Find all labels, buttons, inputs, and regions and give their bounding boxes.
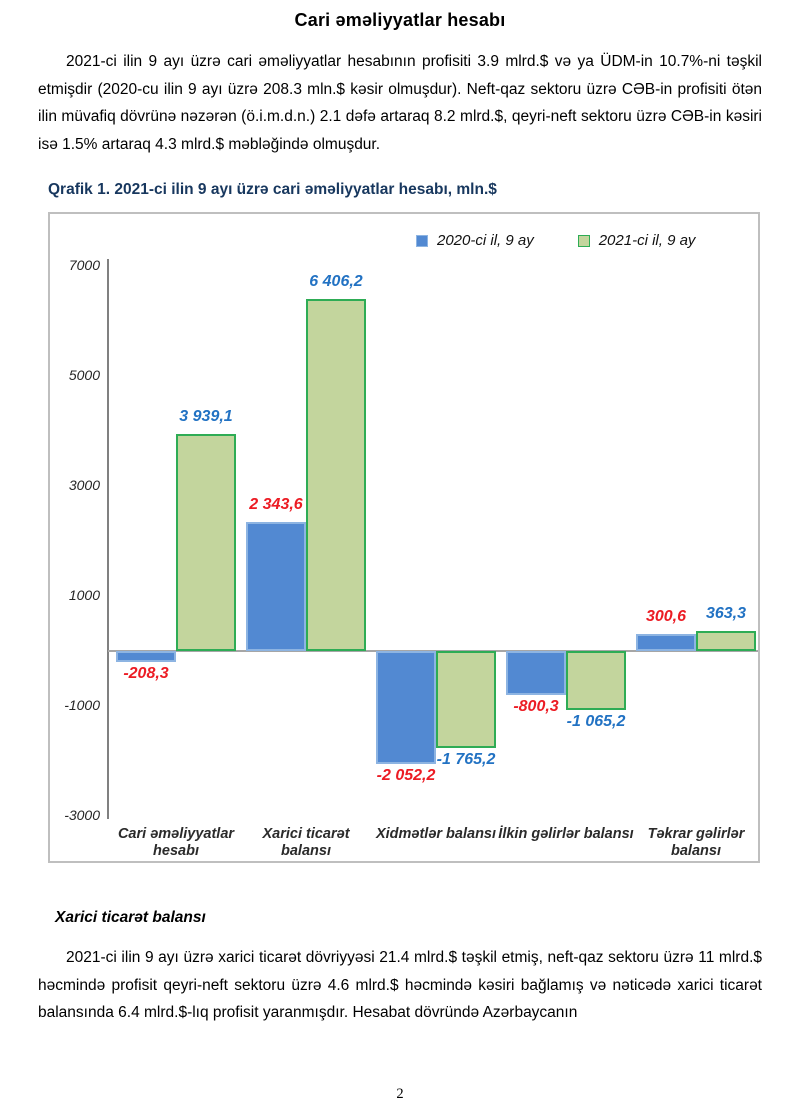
chart-frame: 2020-ci il, 9 ay 2021-ci il, 9 ay 7000 50… — [48, 212, 760, 863]
bar-value-label: -2 052,2 — [376, 766, 436, 784]
page-number: 2 — [396, 1086, 404, 1102]
legend-label-2020: 2020-ci il, 9 ay — [437, 232, 534, 249]
bar-2020-1 — [246, 522, 306, 651]
bar-value-label: 6 406,2 — [309, 272, 363, 290]
category-label: Xarici ticarət balansı — [262, 826, 350, 859]
legend-item-2021: 2021-ci il, 9 ay — [577, 232, 696, 249]
legend-item-2020: 2020-ci il, 9 ay — [416, 232, 534, 249]
bar-2020-3 — [506, 651, 566, 696]
bar-value-label: 363,3 — [705, 605, 747, 623]
bar-2021-4 — [696, 631, 756, 651]
chart-legend: 2020-ci il, 9 ay 2021-ci il, 9 ay — [416, 232, 695, 249]
y-tick-label: 1000 — [68, 587, 100, 603]
legend-swatch-2020-icon — [416, 234, 428, 247]
category-label: Təkrar gəlirlər balansı — [647, 826, 745, 859]
bar-2021-3 — [566, 651, 626, 710]
bar-2021-2 — [436, 651, 496, 749]
bar-value-label: 3 939,1 — [179, 408, 233, 426]
bar-value-label: -1 065,2 — [566, 712, 626, 730]
document-title: Cari əməliyyatlar hesabı — [294, 10, 506, 30]
legend-label-2021: 2021-ci il, 9 ay — [598, 232, 696, 249]
category-label: Xidmətlər balansı — [375, 826, 497, 842]
bar-2021-0 — [176, 434, 236, 651]
y-tick-label: 7000 — [68, 257, 100, 273]
y-tick-label: 5000 — [68, 367, 100, 383]
section-heading: Xarici ticarət balansı — [55, 909, 206, 926]
y-axis-line — [107, 259, 109, 819]
bar-2021-1 — [306, 298, 366, 651]
bar-value-label: -208,3 — [123, 665, 169, 683]
bar-value-label: -1 765,2 — [436, 751, 496, 769]
bar-value-label: 300,6 — [645, 608, 687, 626]
category-label: Cari əməliyyatlar hesabı — [117, 826, 235, 859]
y-tick-label: 3000 — [68, 477, 100, 493]
bar-2020-0 — [116, 651, 176, 663]
bar-2020-4 — [636, 634, 696, 651]
category-label: İlkin gəlirlər balansı — [498, 826, 634, 842]
bar-value-label: 2 343,6 — [249, 496, 303, 514]
intro-paragraph: 2021-ci ilin 9 ayı üzrə cari əməliyyatla… — [38, 53, 762, 153]
y-tick-label: -1000 — [64, 697, 100, 713]
legend-swatch-2021-icon — [577, 234, 590, 247]
chart-caption: Qrafik 1. 2021-ci ilin 9 ayı üzrə cari ə… — [48, 181, 497, 198]
y-tick-label: -3000 — [64, 807, 100, 823]
section-paragraph: 2021-ci ilin 9 ayı üzrə xarici ticarət d… — [38, 949, 762, 1021]
bar-2020-2 — [376, 651, 436, 764]
bar-value-label: -800,3 — [513, 698, 559, 716]
